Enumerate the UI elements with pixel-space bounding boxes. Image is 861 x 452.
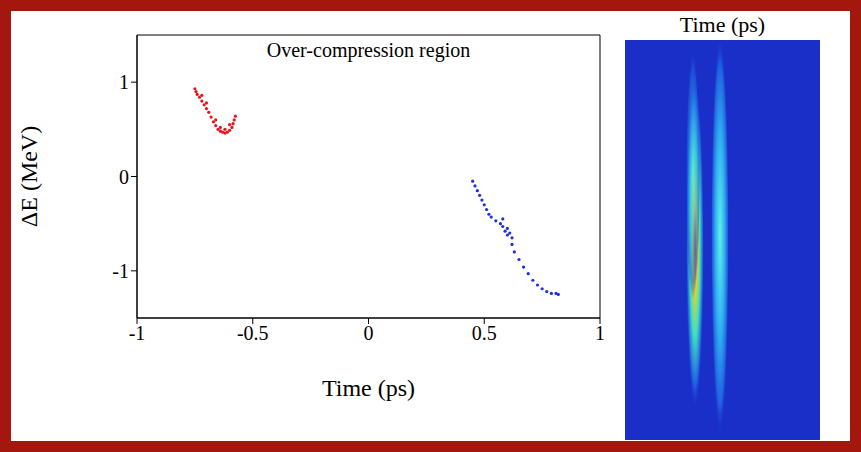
svg-text:0: 0 [364, 322, 374, 344]
svg-text:1: 1 [119, 71, 129, 93]
html-text:Time (ps): Time (ps) [679, 12, 766, 37]
html-text:Over-compression region: Over-compression region [266, 39, 471, 61]
svg-text:ΔE (MeV): ΔE (MeV) [16, 126, 42, 227]
svg-text:-1: -1 [112, 260, 129, 282]
svg-text:0.5: 0.5 [472, 322, 497, 344]
svg-text:Time (ps): Time (ps) [322, 375, 415, 401]
svg-text:1: 1 [595, 322, 605, 344]
svg-text:-1: -1 [129, 322, 146, 344]
svg-text:-0.5: -0.5 [237, 322, 269, 344]
svg-text:0: 0 [119, 166, 129, 188]
